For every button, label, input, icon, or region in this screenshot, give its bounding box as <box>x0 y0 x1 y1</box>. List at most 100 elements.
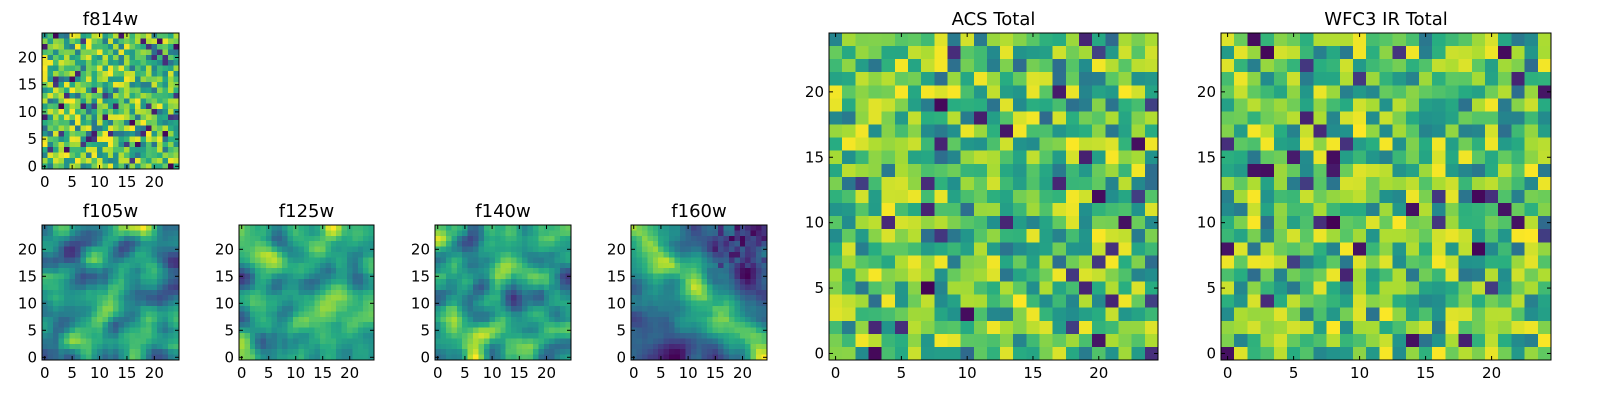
heatmap-cell <box>527 311 534 318</box>
heatmap-cell <box>1273 111 1288 125</box>
heatmap-cell <box>244 338 251 345</box>
heatmap-cell <box>80 349 87 355</box>
heatmap-cell <box>298 316 305 323</box>
heatmap-cell <box>260 273 267 280</box>
heatmap-cell <box>309 316 315 323</box>
heatmap-cell <box>1498 72 1512 86</box>
x-tick-label: 20 <box>1482 364 1501 382</box>
heatmap-cell <box>260 289 267 296</box>
heatmap-cell <box>249 284 256 291</box>
heatmap-cell <box>1313 163 1327 178</box>
heatmap-cell <box>124 103 131 110</box>
heatmap-cell <box>690 316 697 323</box>
heatmap-cell <box>69 311 76 318</box>
heatmap-cell <box>146 120 152 126</box>
heatmap-cell <box>1353 229 1367 243</box>
heatmap-cell <box>1524 281 1539 295</box>
heatmap-cell <box>96 327 103 334</box>
heatmap-cell <box>47 54 54 61</box>
heatmap-cell <box>303 327 310 334</box>
heatmap-cell <box>282 284 288 291</box>
heatmap-cell <box>1092 268 1106 282</box>
heatmap-cell <box>829 85 843 99</box>
heatmap-cell <box>320 322 326 328</box>
heatmap-cell <box>641 262 648 269</box>
heatmap-cell <box>113 103 120 110</box>
heatmap-cell <box>669 349 675 355</box>
heatmap-cell <box>1026 46 1040 60</box>
heatmap-cell <box>478 327 485 334</box>
heatmap-cell <box>707 279 713 285</box>
heatmap-cell <box>456 230 463 237</box>
heatmap-cell <box>947 85 961 99</box>
heatmap-cell <box>74 300 81 307</box>
heatmap-cell <box>1065 216 1080 230</box>
heatmap-cell <box>445 268 452 274</box>
heatmap-cell <box>69 43 76 50</box>
heatmap-cell <box>80 306 87 312</box>
heatmap-cell <box>973 59 988 73</box>
heatmap-cell <box>1079 346 1093 361</box>
heatmap-cell <box>129 114 136 121</box>
heatmap-cell <box>325 284 332 291</box>
heatmap-cell <box>341 338 348 345</box>
heatmap-cell <box>157 279 163 285</box>
heatmap-cell <box>718 306 724 312</box>
heatmap-cell <box>1131 176 1146 191</box>
heatmap-cell <box>1537 150 1552 165</box>
heatmap-cell <box>52 92 59 99</box>
heatmap-cell <box>1260 111 1275 125</box>
heatmap-cell <box>652 279 659 285</box>
heatmap-cell <box>658 235 664 242</box>
heatmap-cell <box>124 268 131 274</box>
heatmap-cell <box>565 257 572 264</box>
heatmap-cell <box>255 327 261 334</box>
heatmap-cell <box>140 241 147 247</box>
heatmap-cell <box>1234 294 1248 309</box>
heatmap-cell <box>636 252 643 258</box>
heatmap-cell <box>478 225 485 231</box>
heatmap-cell <box>113 125 120 132</box>
heatmap-cell <box>1013 124 1027 138</box>
heatmap-cell <box>739 289 746 296</box>
heatmap-cell <box>325 230 332 237</box>
heatmap-cell <box>42 60 48 66</box>
heatmap-cell <box>522 284 528 291</box>
heatmap-cell <box>543 284 550 291</box>
heatmap-cell <box>320 284 326 291</box>
heatmap-cell <box>276 235 283 242</box>
heatmap-cell <box>52 252 59 258</box>
y-tick-label: 0 <box>616 348 626 366</box>
heatmap-cell <box>1105 229 1119 243</box>
x-tick-label: 20 <box>340 364 359 382</box>
heatmap-cell <box>1131 242 1146 256</box>
heatmap-cell <box>1260 320 1275 335</box>
heatmap-cell <box>1458 150 1473 165</box>
heatmap-cell <box>516 316 523 323</box>
heatmap-cell <box>129 262 136 269</box>
heatmap-cell <box>124 71 131 77</box>
heatmap-cell <box>1221 150 1235 165</box>
heatmap-cell <box>96 109 103 115</box>
heatmap-cell <box>538 284 545 291</box>
heatmap-cell <box>707 327 713 334</box>
heatmap-cell <box>63 338 70 345</box>
heatmap-cell <box>701 295 708 301</box>
heatmap-cell <box>483 246 490 253</box>
heatmap-cell <box>1511 346 1525 361</box>
heatmap-cell <box>652 311 659 318</box>
heatmap-cell <box>462 246 468 253</box>
heatmap-cell <box>745 241 752 247</box>
heatmap-cell <box>162 279 169 285</box>
heatmap-cell <box>707 354 713 361</box>
heatmap-cell <box>532 327 539 334</box>
heatmap-cell <box>1131 111 1146 125</box>
heatmap-cell <box>560 322 566 328</box>
heatmap-cell <box>80 230 87 237</box>
heatmap-cell <box>293 289 299 296</box>
heatmap-cell <box>140 306 147 312</box>
heatmap-cell <box>543 327 550 334</box>
heatmap-cell <box>162 284 169 291</box>
heatmap-cell <box>58 33 65 39</box>
